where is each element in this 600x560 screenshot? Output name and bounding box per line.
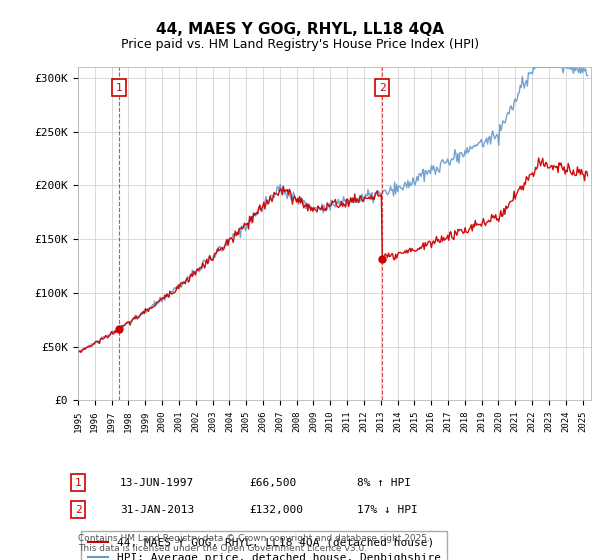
Text: Contains HM Land Registry data © Crown copyright and database right 2025.
This d: Contains HM Land Registry data © Crown c… xyxy=(78,534,430,553)
Text: 2: 2 xyxy=(74,505,82,515)
Text: 17% ↓ HPI: 17% ↓ HPI xyxy=(357,505,418,515)
Text: 44, MAES Y GOG, RHYL, LL18 4QA: 44, MAES Y GOG, RHYL, LL18 4QA xyxy=(156,22,444,38)
Text: 31-JAN-2013: 31-JAN-2013 xyxy=(120,505,194,515)
Text: 2: 2 xyxy=(379,83,385,92)
Text: 1: 1 xyxy=(74,478,82,488)
Text: £66,500: £66,500 xyxy=(249,478,296,488)
Text: 8% ↑ HPI: 8% ↑ HPI xyxy=(357,478,411,488)
Text: £132,000: £132,000 xyxy=(249,505,303,515)
Text: 13-JUN-1997: 13-JUN-1997 xyxy=(120,478,194,488)
Text: Price paid vs. HM Land Registry's House Price Index (HPI): Price paid vs. HM Land Registry's House … xyxy=(121,38,479,50)
Legend: 44, MAES Y GOG, RHYL, LL18 4QA (detached house), HPI: Average price, detached ho: 44, MAES Y GOG, RHYL, LL18 4QA (detached… xyxy=(81,531,447,560)
Text: 1: 1 xyxy=(116,83,122,92)
